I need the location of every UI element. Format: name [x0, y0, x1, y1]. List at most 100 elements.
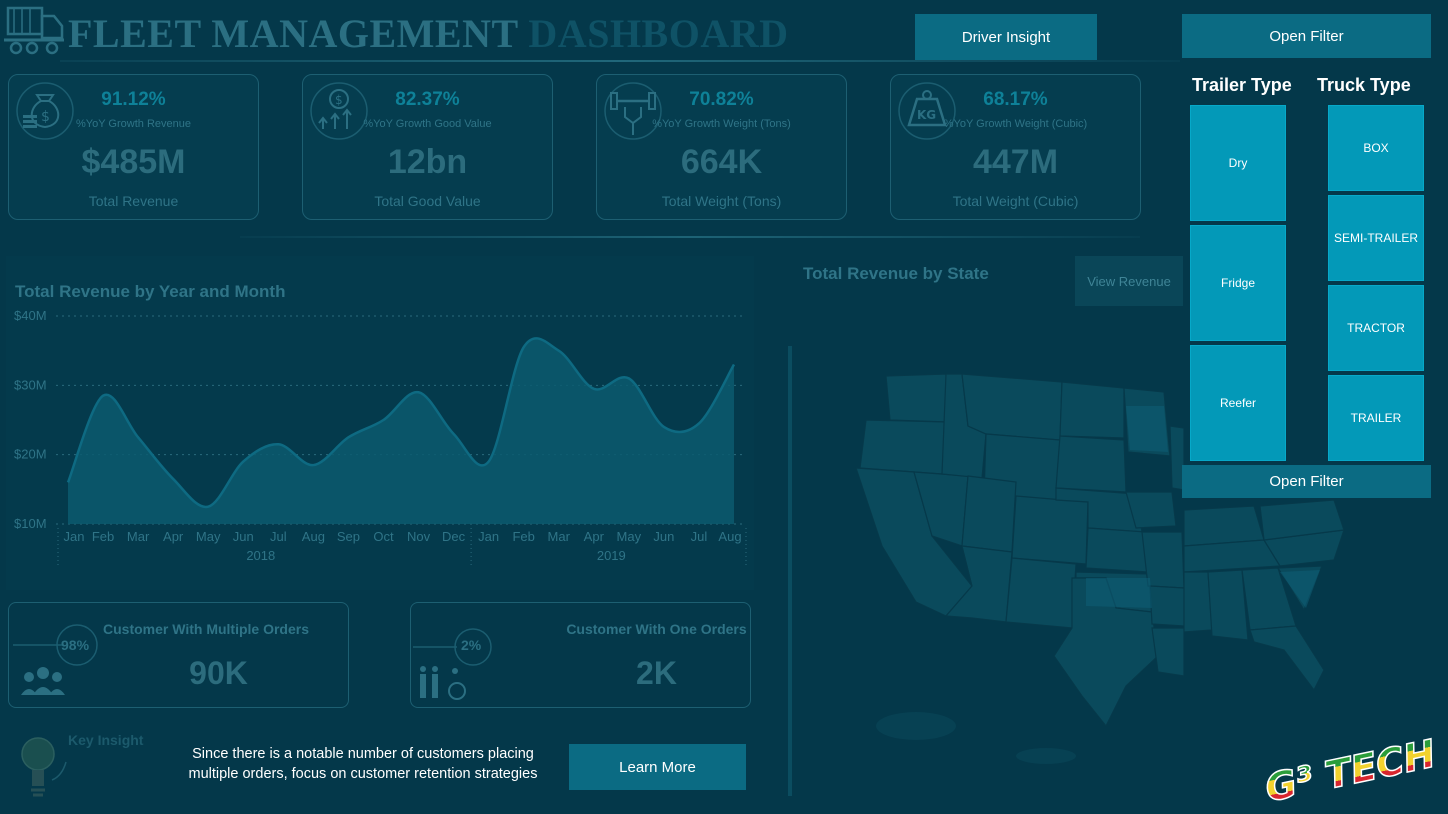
revenue-point[interactable] — [65, 479, 71, 485]
map-state-alabama — [1207, 569, 1249, 641]
people-group-icon — [13, 624, 98, 695]
revenue-area-chart[interactable]: $40M $30M $20M $10M Jan Feb Mar Apr May Jun Jul Aug… — [6, 300, 754, 575]
x-tick-label: Mar — [127, 529, 150, 544]
chart-title: Total Revenue by Year and Month — [15, 282, 286, 301]
map-state-washington — [885, 373, 949, 423]
customer-card-value: 90K — [189, 655, 248, 691]
x-tick-label: Jan — [478, 529, 499, 544]
x-tick-label: Aug — [718, 529, 741, 544]
x-tick-label: Feb — [92, 529, 114, 544]
revenue-point[interactable] — [135, 434, 141, 440]
learn-more-button[interactable]: Learn More — [569, 744, 746, 790]
truck-type-tractor[interactable]: TRACTOR — [1328, 285, 1424, 371]
x-tick-label: Oct — [373, 529, 394, 544]
revenue-point[interactable] — [626, 375, 632, 381]
kpi-card-weight-cubic: KG 68.17% %YoY Growth Weight (Cubic) 447… — [890, 74, 1141, 220]
revenue-point[interactable] — [416, 389, 422, 395]
year-label: 2019 — [597, 548, 626, 563]
x-tick-label: Jul — [270, 529, 287, 544]
customer-multiple-orders-card: 98% Customer With Multiple Orders 90K — [8, 602, 349, 708]
truck-type-semi-trailer[interactable]: SEMI-TRAILER — [1328, 195, 1424, 281]
revenue-point[interactable] — [380, 417, 386, 423]
us-map-east[interactable] — [1184, 500, 1434, 700]
y-tick-label: $20M — [14, 447, 47, 462]
revenue-point[interactable] — [661, 424, 667, 430]
revenue-point[interactable] — [556, 348, 562, 354]
trailer-type-title: Trailer Type — [1192, 75, 1292, 95]
kpi-card-revenue: $ 91.12% %YoY Growth Revenue $485M Total… — [8, 74, 259, 220]
revenue-point[interactable] — [275, 441, 281, 447]
svg-text:KG: KG — [917, 108, 936, 122]
title-main: FLEET MANAGEMENT — [68, 11, 518, 56]
open-filter-bottom-button[interactable]: Open Filter — [1182, 465, 1431, 498]
dashboard-header: FLEET MANAGEMENT DASHBOARD — [0, 0, 900, 62]
map-state-north-dakota — [1059, 381, 1125, 439]
kpi-label: Total Revenue — [88, 193, 179, 209]
truck-logo-icon — [4, 6, 64, 55]
kpi-value: 664K — [680, 143, 763, 181]
map-state-iowa — [1125, 491, 1177, 529]
map-state-florida — [1249, 625, 1325, 692]
kpi-value: 12bn — [387, 143, 468, 181]
revenue-point[interactable] — [486, 459, 492, 465]
map-state-oklahoma-highlight — [1086, 578, 1152, 608]
kpi-growth-pct: 70.82% — [689, 89, 754, 110]
page-title: FLEET MANAGEMENT DASHBOARD — [68, 10, 789, 57]
map-alaska — [876, 712, 956, 740]
trailer-type-reefer[interactable]: Reefer — [1190, 345, 1286, 461]
family-accessibility-icon — [413, 628, 492, 700]
kpi-label: Total Weight (Tons) — [661, 193, 782, 209]
x-tick-label: Jun — [653, 529, 674, 544]
revenue-point[interactable] — [170, 476, 176, 482]
trailer-type-fridge[interactable]: Fridge — [1190, 225, 1286, 341]
revenue-point[interactable] — [696, 420, 702, 426]
kpi-growth-label: %YoY Growth Weight (Cubic) — [943, 118, 1088, 130]
section-divider — [240, 236, 1140, 238]
map-state-kentucky — [1184, 505, 1265, 547]
revenue-point[interactable] — [345, 434, 351, 440]
revenue-point[interactable] — [521, 344, 527, 350]
x-tick-label: Jan — [64, 529, 85, 544]
revenue-point[interactable] — [205, 504, 211, 510]
trailer-type-dry[interactable]: Dry — [1190, 105, 1286, 221]
kpi-growth-pct: 82.37% — [395, 89, 460, 110]
y-tick-label: $10M — [14, 516, 47, 531]
x-tick-label: Apr — [584, 529, 605, 544]
x-tick-label: Aug — [302, 529, 325, 544]
map-state-montana — [961, 373, 1063, 441]
kpi-growth-pct: 68.17% — [983, 89, 1048, 110]
revenue-point[interactable] — [451, 431, 457, 437]
x-tick-label: Jul — [691, 529, 708, 544]
map-state-minnesota-highlight — [1126, 406, 1168, 452]
us-map[interactable] — [786, 256, 1185, 808]
year-label: 2018 — [246, 548, 275, 563]
revenue-point[interactable] — [731, 362, 737, 368]
x-tick-label: Feb — [512, 529, 534, 544]
revenue-point[interactable] — [100, 393, 106, 399]
revenue-point[interactable] — [310, 462, 316, 468]
x-tick-label: Mar — [548, 529, 571, 544]
y-tick-label: $30M — [14, 377, 47, 392]
map-state-south-carolina-highlight — [1280, 570, 1320, 608]
one-order-badge: 2% — [461, 637, 482, 653]
kpi-card-weight-tons: 70.82% %YoY Growth Weight (Tons) 664K To… — [596, 74, 847, 220]
driver-insight-button[interactable]: Driver Insight — [915, 14, 1097, 60]
truck-type-box[interactable]: BOX — [1328, 105, 1424, 191]
svg-text:G³ TECH: G³ TECH — [1261, 731, 1439, 804]
x-tick-label: Dec — [442, 529, 466, 544]
x-tick-label: Nov — [407, 529, 431, 544]
x-tick-label: Sep — [337, 529, 360, 544]
truck-type-trailer[interactable]: TRAILER — [1328, 375, 1424, 461]
kg-weight-icon: KG — [898, 82, 956, 140]
revenue-point[interactable] — [240, 459, 246, 465]
revenue-map-panel — [786, 256, 1185, 808]
weightlifting-icon — [604, 82, 662, 140]
view-revenue-button[interactable]: View Revenue — [1075, 256, 1183, 306]
revenue-point[interactable] — [591, 386, 597, 392]
customer-one-order-card: 2% Customer With One Orders 2K — [410, 602, 751, 708]
open-filter-button[interactable]: Open Filter — [1182, 14, 1431, 58]
kpi-growth-label: %YoY Growth Weight (Tons) — [652, 118, 791, 130]
title-divider — [60, 60, 1180, 62]
x-tick-label: Apr — [163, 529, 184, 544]
map-state-louisiana — [1151, 627, 1185, 677]
